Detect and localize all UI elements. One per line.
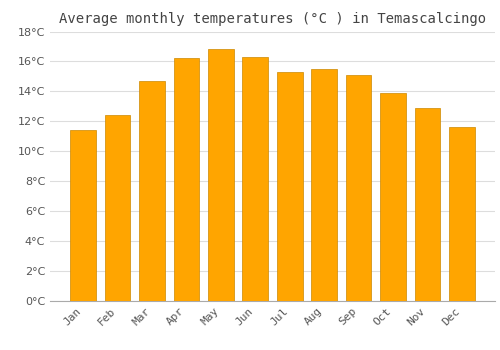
- Bar: [380, 93, 406, 301]
- Title: Average monthly temperatures (°C ) in Temascalcingo: Average monthly temperatures (°C ) in Te…: [59, 12, 486, 26]
- Bar: [449, 127, 475, 301]
- Bar: [208, 49, 234, 301]
- Bar: [139, 81, 165, 301]
- Bar: [346, 75, 372, 301]
- Bar: [242, 57, 268, 301]
- Bar: [104, 116, 130, 301]
- Bar: [311, 69, 337, 301]
- Bar: [174, 58, 200, 301]
- Bar: [277, 72, 302, 301]
- Bar: [70, 130, 96, 301]
- Bar: [414, 108, 440, 301]
